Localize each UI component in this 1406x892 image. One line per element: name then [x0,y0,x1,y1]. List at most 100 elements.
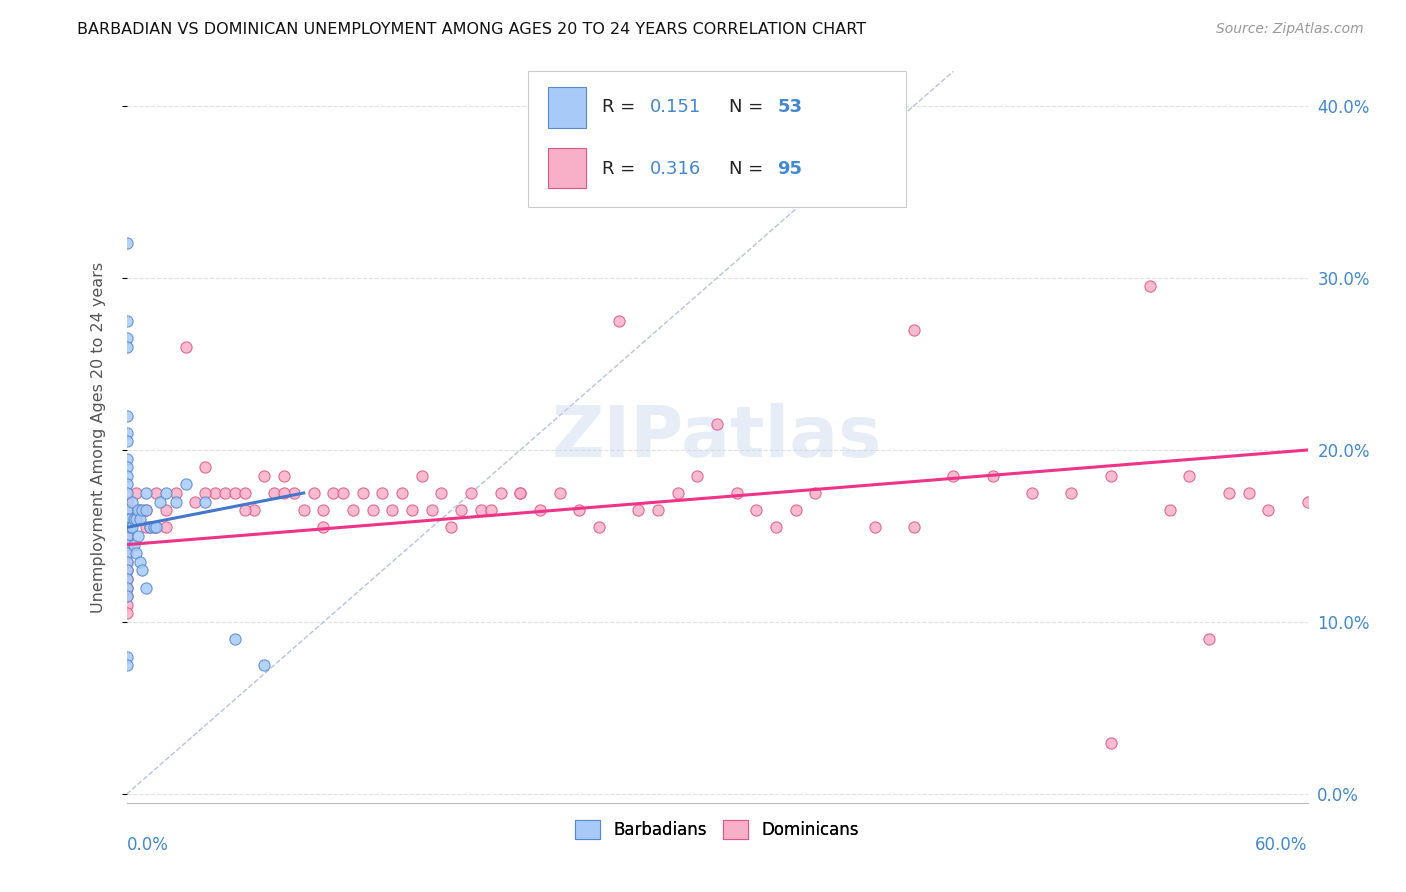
Point [131,503,153,517]
Point [145,486,167,500]
Point [352,486,374,500]
FancyBboxPatch shape [548,87,586,128]
Point [1099,735,1122,749]
Point [184,494,207,508]
Point [120,512,142,526]
Point [155,486,177,500]
Point [322,486,344,500]
Point [115,520,138,534]
Point [115,529,138,543]
Point [440,520,463,534]
Point [529,503,551,517]
Point [115,649,138,664]
Point [129,503,152,517]
Point [1139,279,1161,293]
Point [115,503,138,517]
Point [194,486,217,500]
Point [115,546,138,560]
Point [115,503,138,517]
Point [706,185,728,199]
Point [165,494,187,508]
Point [686,468,709,483]
Point [942,468,965,483]
Point [121,520,143,534]
Point [647,503,669,517]
Point [1257,503,1279,517]
Point [214,486,236,500]
Point [115,486,138,500]
FancyBboxPatch shape [548,148,586,188]
Point [115,314,138,328]
Point [1159,503,1181,517]
Point [115,589,138,603]
Point [745,503,768,517]
Point [115,572,138,586]
Point [115,340,138,354]
Point [120,520,142,534]
Point [204,486,226,500]
Point [332,486,354,500]
Point [115,607,138,621]
Point [863,520,886,534]
Point [115,331,138,345]
Point [149,494,172,508]
Point [430,486,453,500]
Text: 0.151: 0.151 [650,98,702,116]
Point [115,546,138,560]
Point [115,434,138,449]
Point [470,503,492,517]
Point [125,512,148,526]
Point [401,503,423,517]
Point [139,520,162,534]
Point [145,520,167,534]
Point [174,340,197,354]
Point [450,503,472,517]
Point [627,503,650,517]
Point [174,477,197,491]
Point [391,486,413,500]
Point [224,632,246,647]
Point [135,520,157,534]
Point [243,503,266,517]
Point [568,503,591,517]
Point [302,486,325,500]
Point [115,564,138,578]
Point [129,555,152,569]
Point [981,468,1004,483]
Point [135,486,157,500]
Legend: Barbadians, Dominicans: Barbadians, Dominicans [568,814,866,846]
Point [263,486,285,500]
Point [903,322,925,336]
Point [121,494,143,508]
Point [804,486,827,500]
Text: R =: R = [603,98,641,116]
Point [283,486,305,500]
Point [1099,468,1122,483]
Point [479,503,502,517]
Point [115,538,138,552]
Point [194,494,217,508]
Point [115,451,138,466]
Point [548,486,571,500]
Point [312,503,335,517]
Point [125,546,148,560]
Point [135,581,157,595]
Point [125,486,148,500]
Point [371,486,394,500]
Point [143,520,166,534]
Text: 53: 53 [778,98,803,116]
Point [706,417,728,432]
Point [127,503,149,517]
Point [273,468,295,483]
Point [115,520,138,534]
Point [155,503,177,517]
Point [224,486,246,500]
Point [785,503,807,517]
Point [233,503,256,517]
Point [1296,494,1319,508]
Y-axis label: Unemployment Among Ages 20 to 24 years: Unemployment Among Ages 20 to 24 years [91,261,105,613]
Text: N =: N = [728,98,769,116]
Point [588,520,610,534]
Point [115,512,138,526]
Point [115,477,138,491]
